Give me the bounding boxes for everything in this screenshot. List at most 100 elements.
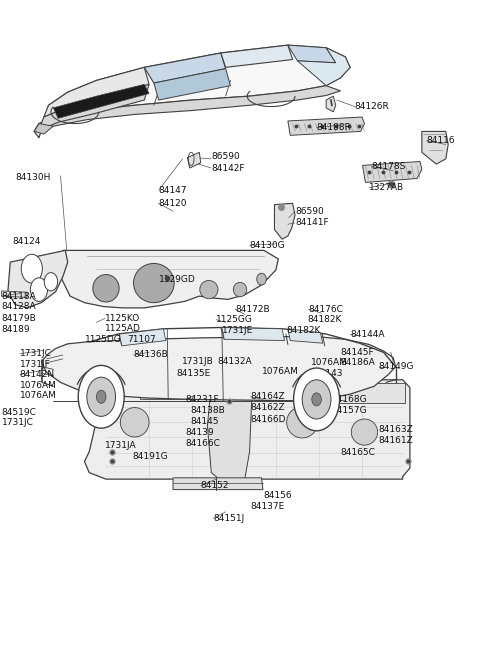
Polygon shape [221, 45, 293, 67]
Text: 84138B: 84138B [191, 406, 226, 415]
Text: 1125KO: 1125KO [105, 314, 140, 323]
Polygon shape [34, 86, 340, 132]
Text: 84188R: 84188R [317, 123, 351, 132]
Ellipse shape [287, 407, 318, 438]
Text: 84168G: 84168G [331, 395, 367, 404]
Text: 1731JB: 1731JB [181, 357, 213, 366]
Text: 1125GG: 1125GG [216, 315, 253, 324]
Text: 84143: 84143 [314, 369, 343, 378]
Text: 1125AD: 1125AD [105, 324, 141, 333]
Text: 84118A: 84118A [1, 291, 36, 301]
Ellipse shape [200, 280, 218, 299]
Polygon shape [187, 153, 201, 168]
Polygon shape [362, 162, 422, 182]
Text: 1731JA: 1731JA [105, 441, 137, 449]
Text: 84147: 84147 [158, 186, 187, 195]
Circle shape [87, 377, 116, 417]
Text: 1076AM: 1076AM [311, 358, 348, 367]
Text: 71107: 71107 [128, 335, 156, 345]
Text: 84165C: 84165C [340, 449, 375, 457]
Text: 84166C: 84166C [185, 440, 220, 448]
Text: 84138: 84138 [84, 407, 113, 416]
Text: 1731JC: 1731JC [20, 349, 52, 358]
Polygon shape [288, 117, 364, 136]
Ellipse shape [257, 273, 266, 285]
Text: 84162Z: 84162Z [251, 403, 285, 413]
Polygon shape [34, 45, 350, 138]
Text: 84156: 84156 [263, 491, 291, 500]
Text: 84164Z: 84164Z [251, 392, 285, 402]
Text: 84144A: 84144A [350, 329, 384, 339]
Text: 84145F: 84145F [340, 348, 374, 357]
Text: 1076AM: 1076AM [20, 381, 57, 390]
Ellipse shape [233, 282, 247, 297]
Text: 84124: 84124 [12, 236, 41, 246]
Text: 86590: 86590 [211, 152, 240, 160]
Text: 84145: 84145 [191, 417, 219, 426]
Text: 84176C: 84176C [309, 305, 343, 314]
Text: 84189: 84189 [1, 325, 30, 334]
Text: 84163Z: 84163Z [379, 425, 414, 434]
Text: 84120: 84120 [158, 199, 187, 208]
Text: 84135E: 84135E [177, 369, 211, 378]
Text: 1731JE: 1731JE [222, 326, 253, 335]
Text: 84231F: 84231F [185, 395, 218, 404]
Polygon shape [326, 96, 336, 112]
Circle shape [294, 368, 339, 431]
Polygon shape [288, 329, 323, 343]
Text: 84152: 84152 [201, 481, 229, 490]
Text: 84182K: 84182K [286, 326, 320, 335]
Text: 84137E: 84137E [251, 502, 285, 511]
Text: 84136B: 84136B [134, 350, 168, 360]
Text: 1327AB: 1327AB [369, 183, 404, 192]
Text: 84138: 84138 [84, 396, 113, 405]
Text: 84179B: 84179B [1, 314, 36, 323]
Polygon shape [53, 84, 149, 119]
Text: 84126R: 84126R [355, 102, 390, 111]
Text: 84186A: 84186A [340, 358, 375, 367]
Text: 84191G: 84191G [132, 452, 168, 460]
Text: 84182K: 84182K [307, 315, 341, 324]
Text: 1076AM: 1076AM [262, 367, 299, 377]
Text: 1731JC: 1731JC [1, 419, 34, 428]
Polygon shape [1, 291, 27, 297]
Text: 1125DG: 1125DG [85, 335, 122, 345]
Text: 84161Z: 84161Z [379, 436, 414, 445]
Text: 84142N: 84142N [20, 370, 55, 379]
Polygon shape [298, 48, 350, 86]
Text: 84132A: 84132A [217, 357, 252, 366]
Text: 84519C: 84519C [1, 408, 36, 417]
Polygon shape [173, 478, 263, 489]
Circle shape [312, 393, 322, 406]
Circle shape [96, 390, 106, 403]
Polygon shape [288, 45, 336, 63]
Text: 84130G: 84130G [250, 240, 285, 250]
Text: 1076AM: 1076AM [20, 391, 57, 400]
Text: 84178S: 84178S [372, 162, 406, 171]
Polygon shape [41, 337, 396, 401]
Polygon shape [207, 380, 252, 479]
Text: 84172B: 84172B [235, 305, 270, 314]
Polygon shape [275, 203, 295, 239]
Circle shape [302, 380, 331, 419]
Ellipse shape [133, 263, 174, 303]
Polygon shape [422, 132, 448, 164]
Text: 84139: 84139 [185, 428, 214, 438]
Text: 84151J: 84151J [213, 514, 244, 523]
Polygon shape [8, 250, 68, 308]
Polygon shape [144, 53, 226, 83]
Text: 1129GD: 1129GD [158, 274, 195, 284]
Polygon shape [222, 328, 285, 341]
Ellipse shape [93, 274, 119, 302]
Ellipse shape [120, 407, 149, 437]
Polygon shape [60, 250, 278, 308]
Polygon shape [120, 329, 166, 346]
Text: 84130H: 84130H [15, 173, 50, 181]
Text: 84157G: 84157G [331, 406, 367, 415]
Text: 84116: 84116 [427, 136, 456, 145]
Text: 84141F: 84141F [295, 218, 329, 227]
Polygon shape [321, 383, 405, 403]
Polygon shape [34, 124, 53, 134]
Polygon shape [44, 67, 149, 117]
Text: 84166D: 84166D [251, 415, 286, 424]
